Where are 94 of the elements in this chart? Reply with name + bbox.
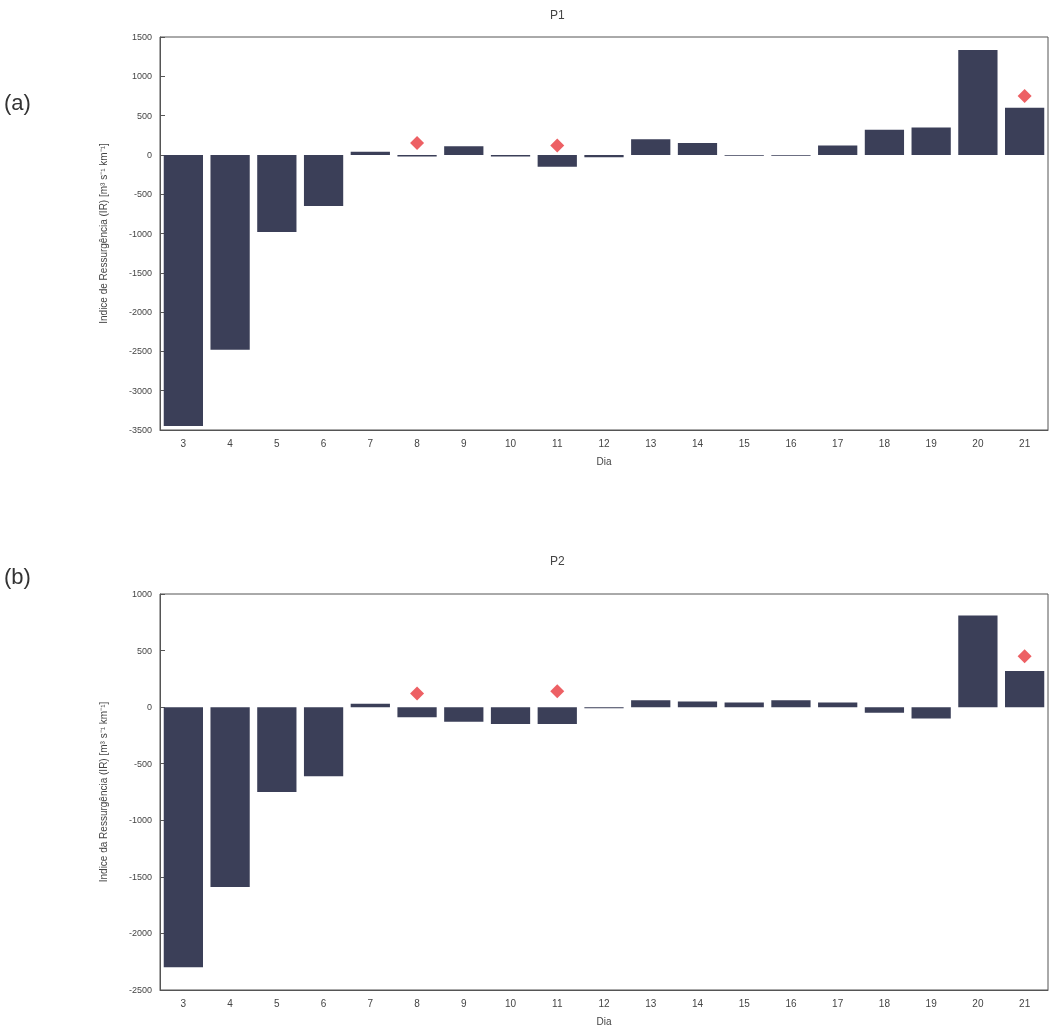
x-tick-label: 5 bbox=[274, 997, 281, 1009]
y-tick-label: -2000 bbox=[128, 307, 152, 318]
bar bbox=[1005, 670, 1045, 708]
y-tick-label: -2000 bbox=[128, 928, 152, 939]
y-tick-label: -1500 bbox=[128, 267, 152, 278]
x-tick-label: 4 bbox=[227, 437, 234, 449]
bar bbox=[397, 707, 437, 718]
bar bbox=[537, 154, 577, 167]
bar bbox=[257, 707, 297, 792]
bar bbox=[210, 707, 250, 888]
x-tick-label: 20 bbox=[972, 997, 984, 1009]
x-axis-title: Dia bbox=[596, 1015, 612, 1027]
x-tick-label: 8 bbox=[414, 997, 421, 1009]
bar bbox=[958, 49, 998, 155]
bar bbox=[210, 154, 250, 350]
bar bbox=[163, 154, 203, 427]
x-axis-title: Dia bbox=[596, 455, 612, 467]
bar bbox=[257, 154, 297, 232]
y-tick-label: -3500 bbox=[128, 425, 152, 435]
x-tick-label: 17 bbox=[832, 437, 844, 449]
bar bbox=[818, 145, 858, 155]
x-tick-label: 20 bbox=[972, 437, 984, 449]
bar bbox=[163, 707, 203, 968]
x-tick-label: 6 bbox=[320, 437, 327, 449]
bar bbox=[911, 707, 951, 719]
chart-title: P1 bbox=[550, 8, 565, 22]
bar bbox=[303, 154, 344, 206]
y-tick-label: -1500 bbox=[128, 871, 152, 882]
x-tick-label: 12 bbox=[598, 437, 610, 449]
x-tick-label: 9 bbox=[461, 997, 468, 1009]
x-tick-label: 11 bbox=[552, 997, 563, 1009]
x-tick-label: 14 bbox=[691, 997, 704, 1009]
x-tick-label: 7 bbox=[367, 437, 374, 449]
y-tick-label: -1000 bbox=[128, 228, 152, 239]
y-tick-label: -2500 bbox=[128, 346, 152, 357]
x-tick-label: 17 bbox=[832, 997, 844, 1009]
x-tick-label: 8 bbox=[414, 437, 421, 449]
y-tick-label: -3000 bbox=[128, 385, 152, 396]
x-tick-label: 11 bbox=[552, 437, 563, 449]
y-axis-title: Indice de Ressurgência (IR) [m³ s⁻¹ km⁻¹] bbox=[97, 143, 109, 324]
bar bbox=[631, 139, 671, 155]
x-tick-label: 7 bbox=[367, 997, 374, 1009]
y-tick-label: 1000 bbox=[131, 589, 152, 599]
bar bbox=[864, 129, 905, 155]
y-tick-label: -500 bbox=[133, 189, 152, 200]
x-tick-label: 12 bbox=[598, 997, 610, 1009]
x-tick-label: 5 bbox=[274, 437, 281, 449]
y-tick-label: 1000 bbox=[131, 71, 152, 82]
bar bbox=[677, 701, 718, 708]
bar bbox=[303, 707, 344, 777]
y-tick-label: 500 bbox=[136, 645, 152, 656]
x-tick-label: 18 bbox=[878, 997, 891, 1009]
x-tick-label: 16 bbox=[785, 437, 797, 449]
y-tick-label: -500 bbox=[133, 758, 152, 769]
y-tick-label: 500 bbox=[136, 110, 152, 121]
x-tick-label: 19 bbox=[925, 437, 938, 449]
y-tick-label: 0 bbox=[146, 702, 152, 713]
x-tick-label: 3 bbox=[180, 997, 187, 1009]
y-tick-label: -2500 bbox=[128, 985, 152, 995]
x-tick-label: 16 bbox=[785, 997, 797, 1009]
bar bbox=[958, 615, 998, 708]
x-tick-label: 13 bbox=[645, 437, 657, 449]
x-tick-label: 15 bbox=[738, 997, 751, 1009]
x-tick-label: 21 bbox=[1019, 997, 1031, 1009]
x-tick-label: 4 bbox=[227, 997, 234, 1009]
chart-title: P2 bbox=[550, 554, 565, 568]
bar bbox=[771, 700, 811, 708]
y-axis-title: Indice da Ressurgência (IR) [m³ s⁻¹ km⁻¹] bbox=[97, 701, 109, 883]
x-tick-label: 13 bbox=[645, 997, 657, 1009]
text: (a) bbox=[4, 90, 31, 116]
x-tick-label: 21 bbox=[1019, 437, 1031, 449]
x-tick-label: 10 bbox=[504, 437, 517, 449]
bar bbox=[677, 143, 718, 155]
bar bbox=[631, 700, 671, 708]
x-tick-label: 9 bbox=[461, 437, 468, 449]
y-tick-label: 1500 bbox=[131, 32, 152, 42]
bar bbox=[444, 146, 484, 155]
bar bbox=[911, 127, 951, 155]
bar bbox=[537, 707, 577, 725]
x-tick-label: 6 bbox=[320, 997, 327, 1009]
x-tick-label: 10 bbox=[504, 997, 517, 1009]
bar bbox=[490, 707, 531, 725]
x-tick-label: 15 bbox=[738, 437, 751, 449]
x-tick-label: 18 bbox=[878, 437, 891, 449]
x-tick-label: 19 bbox=[925, 997, 938, 1009]
x-tick-label: 3 bbox=[180, 437, 187, 449]
bar bbox=[444, 707, 484, 722]
y-tick-label: 0 bbox=[146, 149, 152, 160]
bar bbox=[1005, 107, 1045, 155]
bar bbox=[350, 151, 390, 155]
bar bbox=[864, 707, 905, 713]
text: (b) bbox=[4, 564, 31, 590]
x-tick-label: 14 bbox=[691, 437, 704, 449]
y-tick-label: -1000 bbox=[128, 815, 152, 826]
